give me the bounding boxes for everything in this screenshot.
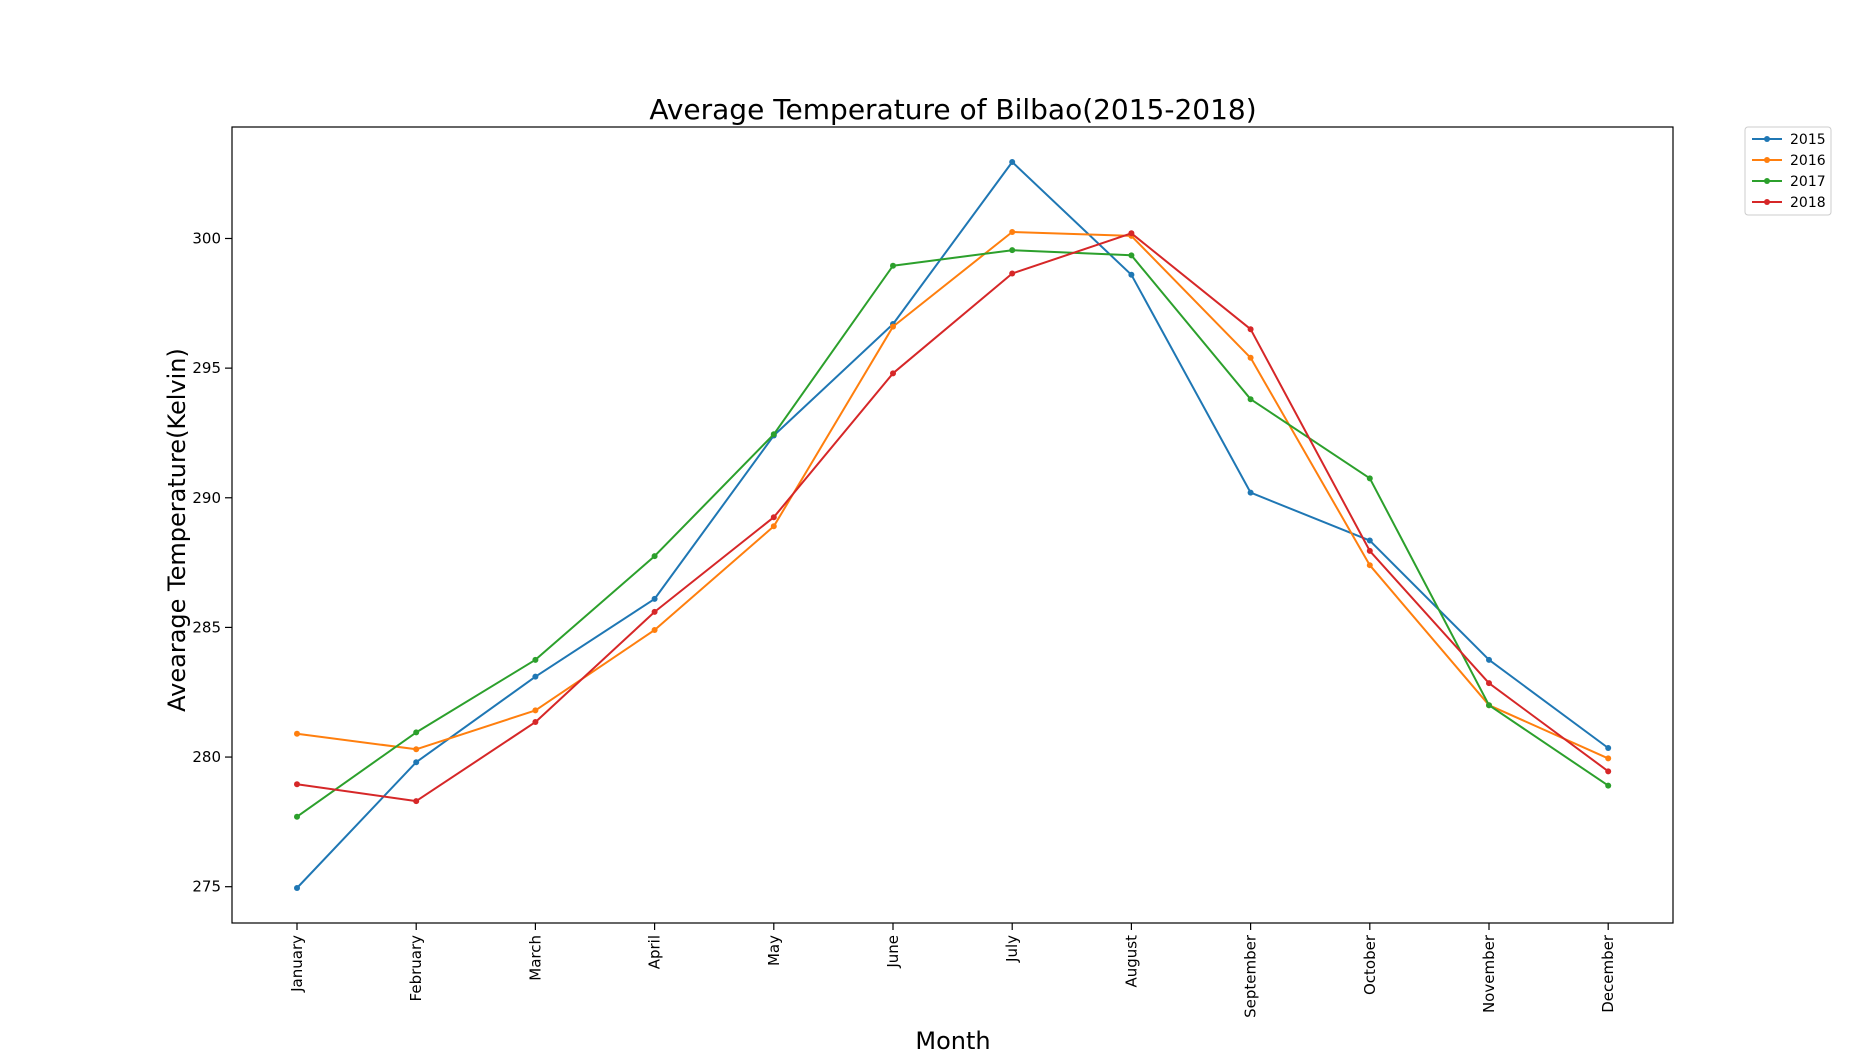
data-point: [413, 729, 420, 736]
x-tick-label: April: [646, 935, 664, 969]
data-point: [651, 627, 658, 634]
legend-item: 2016: [1752, 153, 1826, 169]
x-tick-label: November: [1480, 934, 1498, 1013]
data-point: [890, 323, 896, 330]
data-point: [413, 746, 420, 753]
legend-item: 2017: [1752, 174, 1826, 190]
legend-swatch-marker: [1764, 199, 1770, 205]
data-point: [294, 730, 300, 737]
data-point: [1009, 229, 1016, 236]
y-tick-label: 290: [192, 489, 221, 507]
series-line: [296, 231, 1609, 760]
x-axis-label: Month: [915, 1027, 990, 1050]
x-tick-label: December: [1599, 934, 1617, 1013]
x-tick-label: September: [1242, 934, 1260, 1018]
data-point: [1247, 396, 1254, 403]
series-2017: [294, 247, 1612, 820]
data-point: [1128, 252, 1135, 259]
y-tick-label: 280: [192, 748, 221, 766]
series-line: [296, 232, 1609, 803]
data-point: [1605, 782, 1612, 789]
x-tick-label: May: [765, 935, 783, 966]
series-2015: [294, 159, 1612, 891]
plot-area-frame: [231, 126, 1674, 924]
legend-label: 2018: [1790, 195, 1826, 211]
data-point: [651, 553, 658, 560]
data-point: [1486, 680, 1492, 687]
data-point: [1247, 489, 1254, 496]
data-point: [294, 781, 300, 788]
x-tick-label: January: [288, 935, 306, 993]
legend-label: 2015: [1790, 132, 1826, 148]
data-point: [1009, 159, 1016, 166]
data-point: [770, 523, 777, 530]
data-point: [294, 813, 300, 820]
series-2016: [294, 229, 1612, 762]
data-point: [1247, 354, 1254, 361]
y-tick-label: 285: [192, 618, 221, 636]
data-point: [413, 759, 420, 766]
data-point: [532, 719, 539, 726]
x-tick-label: June: [884, 935, 902, 969]
data-point: [890, 262, 896, 269]
legend-item: 2015: [1752, 132, 1826, 148]
data-point: [651, 595, 658, 602]
series-line: [296, 161, 1609, 889]
x-tick-label: August: [1122, 935, 1140, 988]
data-point: [532, 707, 539, 714]
data-point: [294, 884, 300, 891]
legend-item: 2018: [1752, 195, 1826, 211]
y-axis-ticks: 275 280 285 290 295 300: [192, 229, 232, 896]
data-point: [1366, 547, 1373, 554]
x-axis-ticks: January February March April May June July Augu…: [288, 923, 1617, 1018]
legend-swatch-marker: [1764, 157, 1770, 163]
data-point: [1366, 562, 1373, 569]
x-tick-label: February: [407, 935, 425, 1002]
data-point: [890, 370, 896, 377]
legend-label: 2016: [1790, 153, 1826, 169]
data-point: [1366, 475, 1373, 482]
series-lines: [294, 159, 1612, 891]
series-line: [296, 249, 1609, 818]
data-point: [770, 514, 777, 521]
data-point: [1605, 755, 1612, 762]
data-point: [1128, 230, 1135, 237]
legend-label: 2017: [1790, 174, 1826, 190]
y-tick-label: 300: [192, 229, 221, 247]
data-point: [413, 798, 420, 805]
data-point: [770, 431, 777, 438]
x-tick-label: March: [526, 935, 544, 981]
data-point: [1247, 326, 1254, 333]
y-tick-label: 295: [192, 359, 221, 377]
data-point: [1486, 702, 1492, 709]
data-point: [651, 608, 658, 615]
x-tick-label: July: [1003, 935, 1021, 963]
legend: 2015 2016 2017 2018: [1744, 126, 1832, 216]
data-point: [1009, 270, 1016, 277]
data-point: [1128, 271, 1135, 278]
data-point: [1605, 744, 1612, 751]
y-axis-label: Avearage Temperature(Kelvin): [163, 348, 191, 712]
data-point: [1009, 247, 1016, 254]
chart-title: Average Temperature of Bilbao(2015-2018): [649, 93, 1256, 126]
data-point: [532, 673, 539, 680]
legend-frame: [1744, 126, 1832, 216]
data-point: [532, 656, 539, 663]
x-tick-label: October: [1361, 934, 1379, 995]
legend-swatch-marker: [1764, 136, 1770, 142]
series-2018: [294, 230, 1612, 805]
data-point: [1366, 537, 1373, 544]
legend-swatch-marker: [1764, 178, 1770, 184]
data-point: [1605, 768, 1612, 775]
y-tick-label: 275: [192, 878, 221, 896]
data-point: [1486, 656, 1492, 663]
